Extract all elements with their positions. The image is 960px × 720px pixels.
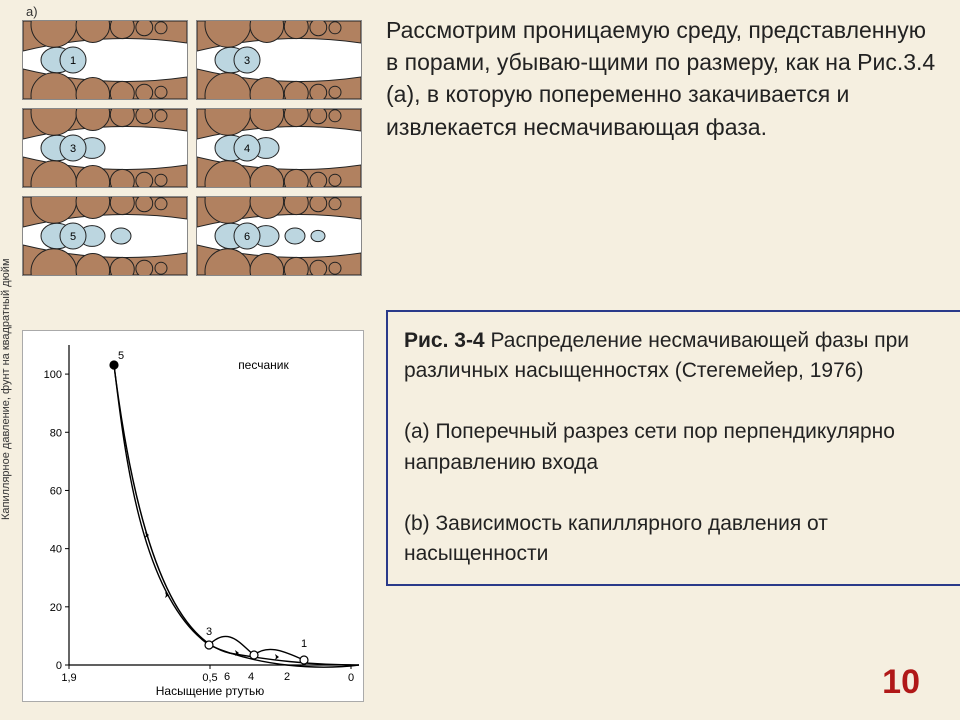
chart-ylabel: Капиллярное давление, фунт на квадратный…: [0, 258, 12, 520]
caption-title: Рис. 3-4: [404, 329, 485, 352]
capillary-chart: 0 20 40 60 80 100 0 0,5 1,9 Насыщение ртутью песча…: [22, 330, 364, 702]
svg-text:4: 4: [244, 143, 250, 155]
svg-text:5: 5: [70, 231, 76, 243]
svg-text:3: 3: [244, 55, 250, 67]
svg-text:3: 3: [206, 626, 212, 638]
figure-caption: Рис. 3-4 Распределение несмачивающей фаз…: [386, 310, 960, 586]
pore-tile-3: 3: [22, 108, 188, 188]
svg-text:4: 4: [248, 671, 254, 683]
svg-text:20: 20: [50, 602, 62, 614]
pore-tile-2: 3: [196, 20, 362, 100]
caption-a: (a) Поперечный разрез сети пор перпендик…: [404, 420, 895, 473]
svg-text:5: 5: [118, 350, 124, 362]
svg-text:1,9: 1,9: [61, 672, 76, 684]
svg-text:80: 80: [50, 427, 62, 439]
svg-text:6: 6: [244, 231, 250, 243]
svg-text:6: 6: [224, 671, 230, 683]
svg-text:100: 100: [44, 369, 62, 381]
pore-tile-5: 5: [22, 196, 188, 276]
main-paragraph: Рассмотрим проницаемую среду, представле…: [386, 14, 936, 143]
panel-a-label: а): [26, 4, 38, 19]
pore-tile-4: 4: [196, 108, 362, 188]
pore-grid: 1 3 3 4 5 6: [22, 20, 362, 284]
svg-text:0: 0: [348, 672, 354, 684]
svg-text:40: 40: [50, 544, 62, 556]
svg-text:песчаник: песчаник: [238, 358, 289, 372]
pore-tile-1: 1: [22, 20, 188, 100]
caption-b: (b) Зависимость капиллярного давления от…: [404, 512, 828, 565]
svg-text:60: 60: [50, 485, 62, 497]
svg-text:0,5: 0,5: [202, 672, 217, 684]
pore-tile-6: 6: [196, 196, 362, 276]
svg-text:1: 1: [70, 55, 76, 67]
svg-text:1: 1: [301, 638, 307, 650]
svg-text:2: 2: [284, 671, 290, 683]
page-number: 10: [882, 663, 920, 702]
svg-text:3: 3: [70, 143, 76, 155]
svg-text:0: 0: [56, 660, 62, 672]
svg-text:Насыщение ртутью: Насыщение ртутью: [156, 684, 265, 698]
